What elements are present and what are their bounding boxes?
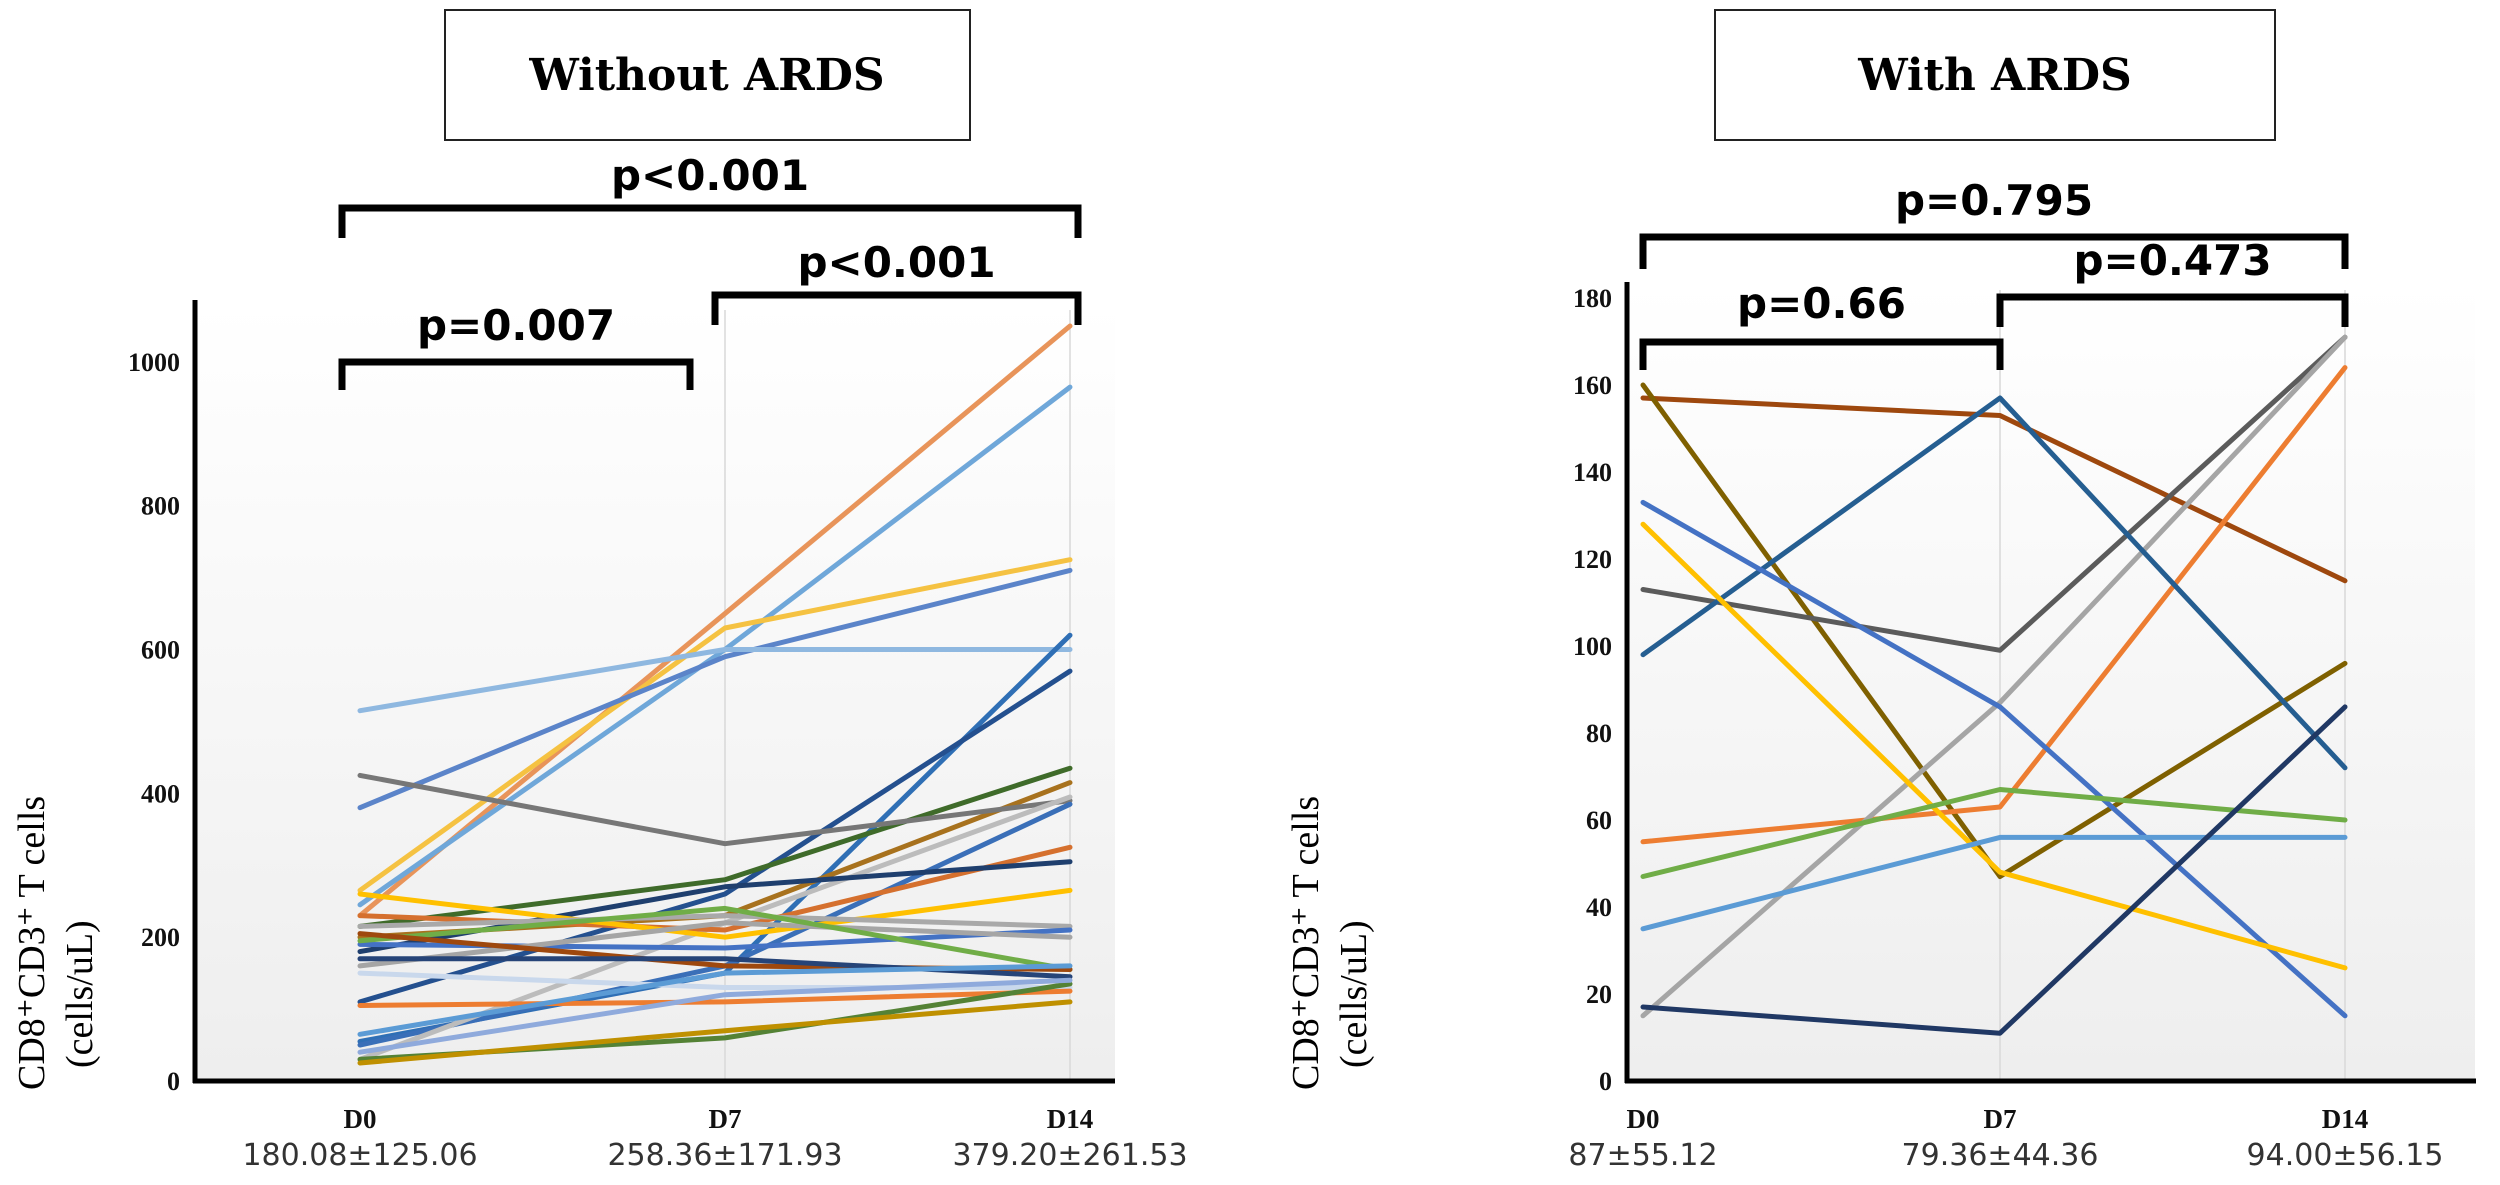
y-tick-label: 140 [1573, 458, 1612, 487]
chart-title: Without ARDS [528, 50, 884, 101]
title-box [1714, 9, 2276, 141]
x-category-label: D14 [2322, 1104, 2369, 1134]
significance-bracket [1639, 233, 2349, 269]
chart-with-ards: With ARDS 0 20 40 60 80 100 120 140 160 180 D0 87±… [1285, 9, 2476, 1173]
x-category-stat: 94.00±56.15 [2247, 1138, 2444, 1173]
chart-without-ards: Without ARDS 0 200 400 600 800 1000 D0 180.08±… [11, 9, 1188, 1173]
series-line [357, 963, 1073, 1037]
x-category-stat: 258.36±171.93 [607, 1138, 842, 1173]
series-line [357, 977, 1073, 1055]
y-tick-label: 1000 [128, 348, 180, 377]
x-category-label: D7 [1984, 1104, 2017, 1134]
y-tick-label: 200 [141, 923, 180, 952]
series-line [357, 913, 1073, 929]
x-category-label: D7 [709, 1104, 742, 1134]
y-tick-label: 160 [1573, 371, 1612, 400]
series-line [1640, 787, 2348, 879]
series-line [357, 668, 1073, 1005]
title-box [444, 9, 971, 141]
series-line [1640, 334, 2348, 1019]
series-lines [1640, 334, 2348, 1036]
x-category-label: D14 [1047, 1104, 1094, 1134]
series-line [1640, 334, 2348, 653]
y-tick-label: 100 [1573, 632, 1612, 661]
y-tick-label: 20 [1586, 980, 1612, 1009]
y-tick-label: 80 [1586, 719, 1612, 748]
series-line [357, 557, 1073, 893]
series-line [357, 920, 1073, 969]
y-tick-label: 120 [1573, 545, 1612, 574]
y-tick-label: 0 [1599, 1067, 1612, 1096]
series-line [357, 988, 1073, 1008]
significance-bracket [711, 291, 1082, 325]
significance-bracket [1996, 293, 2349, 327]
y-tick-label: 180 [1573, 284, 1612, 313]
series-line [1640, 395, 2348, 584]
y-tick-label: 400 [141, 779, 180, 808]
x-category-label: D0 [1627, 1104, 1660, 1134]
series-line [1640, 382, 2348, 879]
series-line [357, 772, 1073, 847]
p-value-label: p=0.795 [1895, 176, 2093, 225]
p-value-label: p<0.001 [797, 238, 995, 287]
x-category-stat: 379.20±261.53 [952, 1138, 1187, 1173]
p-value-label: p=0.66 [1737, 279, 1906, 328]
plot-area [195, 303, 1115, 1080]
x-category-label: D0 [344, 1104, 377, 1134]
significance-bracket [1639, 338, 2004, 370]
x-category-stat: 180.08±125.06 [242, 1138, 477, 1173]
significance-bracket [338, 204, 1082, 238]
y-tick-label: 800 [141, 492, 180, 521]
significance-bracket [338, 358, 694, 390]
y-axis-label-unit: (cells/uL) [1333, 920, 1375, 1068]
y-axis-label-unit: (cells/uL) [59, 920, 101, 1068]
x-category-stat: 87±55.12 [1568, 1138, 1717, 1173]
series-line [1640, 499, 2348, 1019]
plot-area [1627, 283, 2475, 1080]
y-tick-label: 600 [141, 636, 180, 665]
series-line [357, 567, 1073, 811]
series-line [1640, 521, 2348, 971]
p-value-label: p=0.007 [417, 301, 615, 350]
series-line [357, 999, 1073, 1066]
series-line [1640, 834, 2348, 932]
y-tick-label: 0 [167, 1067, 180, 1096]
series-line [1640, 365, 2348, 845]
y-axis-label-main: CD8⁺CD3⁺ T cells [1285, 796, 1327, 1090]
series-lines [357, 323, 1073, 1066]
chart-title: With ARDS [1857, 50, 2132, 101]
y-tick-label: 60 [1586, 806, 1612, 835]
y-tick-label: 40 [1586, 893, 1612, 922]
series-line [357, 905, 1073, 972]
y-axis-label-main: CD8⁺CD3⁺ T cells [11, 796, 53, 1090]
series-line [357, 887, 1073, 940]
x-category-stat: 79.36±44.36 [1902, 1138, 2099, 1173]
p-value-label: p=0.473 [2073, 236, 2271, 285]
p-value-label: p<0.001 [611, 151, 809, 200]
series-line [357, 647, 1073, 714]
series-line [1640, 704, 2348, 1036]
series-line [357, 323, 1073, 919]
